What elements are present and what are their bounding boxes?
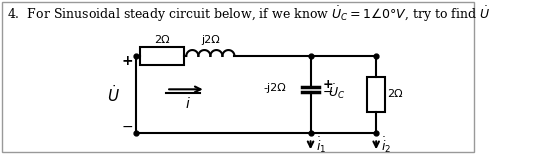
Text: -j2Ω: -j2Ω	[263, 83, 286, 93]
Text: 2Ω: 2Ω	[387, 89, 403, 99]
Bar	[367, 77, 385, 112]
Text: 4.  For Sinusoidal steady circuit below, if we know $\dot{U}_C = 1\angle0°V$, tr: 4. For Sinusoidal steady circuit below, …	[7, 5, 491, 24]
Text: $\dot{i}_1$: $\dot{i}_1$	[316, 135, 326, 155]
Bar	[140, 47, 184, 65]
Text: $\dot{i}$: $\dot{i}$	[185, 92, 190, 112]
Text: +: +	[323, 78, 333, 91]
Text: $\dot{U}_C$: $\dot{U}_C$	[328, 82, 345, 101]
Text: 2Ω: 2Ω	[154, 35, 170, 45]
Text: $\dot{i}_2$: $\dot{i}_2$	[381, 135, 392, 155]
Text: $\dot{U}$: $\dot{U}$	[107, 84, 120, 105]
Text: j2Ω: j2Ω	[201, 35, 220, 45]
Text: +: +	[121, 54, 133, 68]
Text: −: −	[121, 120, 133, 134]
Text: −: −	[323, 86, 333, 99]
